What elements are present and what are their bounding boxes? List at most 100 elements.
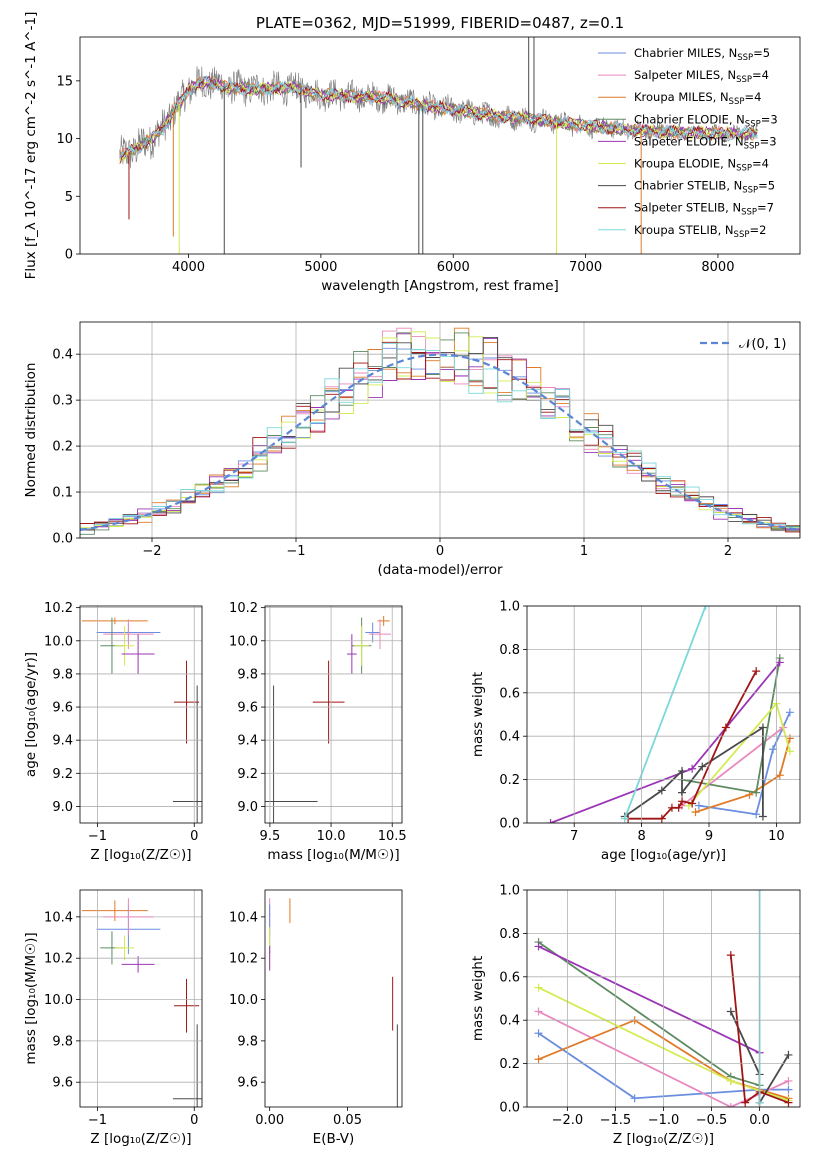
y-tick-label: 9.6 bbox=[52, 701, 73, 716]
y-tick-label: 0.2 bbox=[52, 440, 73, 455]
legend-sub: SSP bbox=[736, 75, 752, 85]
data-point-kroupa_miles bbox=[81, 617, 148, 625]
x-tick-label: 0.05 bbox=[333, 1113, 362, 1128]
x-tick-label: −0.5 bbox=[696, 1113, 728, 1128]
y-tick-label: 9.8 bbox=[237, 1034, 258, 1049]
x-tick-label: 7 bbox=[570, 829, 578, 844]
x-tick-label: −1 bbox=[286, 544, 305, 559]
series-marker bbox=[674, 803, 683, 812]
x-axis-label: Z [log₁₀(Z/Z☉)] bbox=[90, 1131, 191, 1147]
series-marker bbox=[534, 983, 543, 992]
x-axis-label: mass [log₁₀(M/M☉)] bbox=[267, 847, 399, 863]
x-tick-label: 9.5 bbox=[260, 829, 281, 844]
y-tick-label: 9.0 bbox=[237, 800, 258, 815]
series-marker bbox=[688, 799, 697, 808]
series-marker bbox=[534, 1029, 543, 1038]
y-tick-label: 0.0 bbox=[52, 532, 73, 547]
data-point-salpeter_stelib bbox=[173, 978, 200, 1033]
data-point-chabrier_stelib bbox=[172, 685, 202, 823]
legend-label: Kroupa ELODIE, N bbox=[634, 157, 736, 171]
y-tick-label: 10.2 bbox=[229, 952, 258, 967]
legend-value: =5 bbox=[753, 46, 770, 60]
x-tick-label: 8000 bbox=[701, 260, 734, 275]
y-axis-label: mass weight bbox=[470, 956, 486, 1041]
legend-entry: Chabrier STELIB, NSSP=5 bbox=[634, 179, 775, 196]
series-line-chabrier_miles bbox=[537, 1032, 789, 1100]
y-tick-label: 0.2 bbox=[499, 1057, 520, 1072]
legend-sub: SSP bbox=[741, 208, 757, 218]
series-marker bbox=[785, 747, 794, 756]
y-tick-label: 9.6 bbox=[237, 1076, 258, 1091]
series-line-salpeter_elodie bbox=[538, 945, 760, 1054]
legend-label: Chabrier MILES, N bbox=[634, 46, 737, 60]
legend-entry: Salpeter ELODIE, NSSP=3 bbox=[634, 134, 777, 151]
series-marker bbox=[726, 1076, 735, 1085]
y-tick-label: 1.0 bbox=[499, 884, 520, 899]
y-tick-label: 10.4 bbox=[44, 910, 73, 925]
legend-label: Salpeter MILES, N bbox=[634, 68, 736, 82]
y-tick-label: 9.4 bbox=[237, 734, 258, 749]
y-tick-label: 9.8 bbox=[52, 667, 73, 682]
series-marker bbox=[657, 814, 666, 823]
x-tick-label: 10.0 bbox=[317, 829, 346, 844]
legend-sub: SSP bbox=[736, 164, 752, 174]
x-tick-label: 10 bbox=[768, 829, 785, 844]
legend-sub: SSP bbox=[737, 53, 753, 63]
series-line-kroupa_stelib bbox=[623, 606, 707, 820]
x-tick-label: 0.0 bbox=[749, 1113, 770, 1128]
mass_vs_ebv-plot-area bbox=[269, 898, 398, 1107]
y-tick-label: 0.4 bbox=[52, 348, 73, 363]
series-marker bbox=[698, 762, 707, 771]
mass_vs_z-plot-area bbox=[81, 898, 202, 1107]
series-marker bbox=[784, 1050, 793, 1059]
y-tick-label: 10.2 bbox=[44, 601, 73, 616]
legend-sub: SSP bbox=[729, 97, 745, 107]
data-point-kroupa_miles bbox=[377, 615, 390, 626]
weight_vs_z-frame bbox=[526, 889, 801, 1108]
x-axis-label: Z [log₁₀(Z/Z☉)] bbox=[90, 847, 191, 863]
x-tick-label: 6000 bbox=[437, 260, 470, 275]
legend-entry: Kroupa ELODIE, NSSP=4 bbox=[634, 157, 769, 174]
y-tick-label: 1.0 bbox=[499, 600, 520, 615]
weight_vs_age-frame bbox=[526, 605, 801, 824]
legend-entry: Salpeter MILES, NSSP=4 bbox=[634, 68, 769, 85]
legend-sub: SSP bbox=[744, 141, 760, 151]
series-marker bbox=[620, 814, 629, 823]
chart-title: PLATE=0362, MJD=51999, FIBERID=0487, z=0… bbox=[256, 14, 624, 32]
y-axis-label: mass [log₁₀(M/M☉)] bbox=[23, 932, 39, 1064]
x-tick-label: 10.5 bbox=[378, 829, 407, 844]
y-tick-label: 9.8 bbox=[52, 1034, 73, 1049]
legend-entry: Salpeter STELIB, NSSP=7 bbox=[634, 201, 774, 218]
data-point-salpeter_stelib bbox=[173, 660, 200, 744]
data-point-chabrier_stelib bbox=[172, 1024, 202, 1107]
y-tick-label: 5 bbox=[65, 190, 73, 205]
x-axis-label: E(B-V) bbox=[313, 1131, 355, 1147]
x-tick-label: 2 bbox=[724, 544, 732, 559]
x-tick-label: −2 bbox=[142, 544, 161, 559]
series-marker bbox=[784, 1098, 793, 1107]
series-marker bbox=[678, 788, 687, 797]
mass_vs_ebv-panel: 0.00 0.05 9.6 9.8 10.0 10.2 10.4 E(B-V) bbox=[229, 889, 403, 1147]
y-tick-label: 0.2 bbox=[499, 773, 520, 788]
series-marker bbox=[752, 788, 761, 797]
series-marker bbox=[785, 708, 794, 717]
legend-value: =2 bbox=[749, 223, 766, 237]
x-tick-label: 8 bbox=[637, 829, 645, 844]
series-line-salpeter_elodie bbox=[550, 661, 781, 823]
y-tick-label: 10.0 bbox=[229, 993, 258, 1008]
y-tick-label: 15 bbox=[56, 74, 73, 89]
y-tick-label: 10.2 bbox=[229, 601, 258, 616]
y-tick-label: 0.1 bbox=[52, 486, 73, 501]
y-tick-label: 0.4 bbox=[499, 1014, 520, 1029]
series-marker bbox=[775, 658, 784, 667]
series-marker bbox=[785, 734, 794, 743]
data-point-salpeter_stelib bbox=[312, 660, 345, 744]
legend-label: Kroupa MILES, N bbox=[634, 90, 729, 104]
weight_vs_age-plot-area bbox=[546, 606, 794, 823]
x-tick-label: −1 bbox=[88, 829, 107, 844]
age_vs_z-plot-area bbox=[81, 617, 202, 823]
x-tick-label: −1 bbox=[88, 1113, 107, 1128]
y-tick-label: 9.0 bbox=[52, 800, 73, 815]
